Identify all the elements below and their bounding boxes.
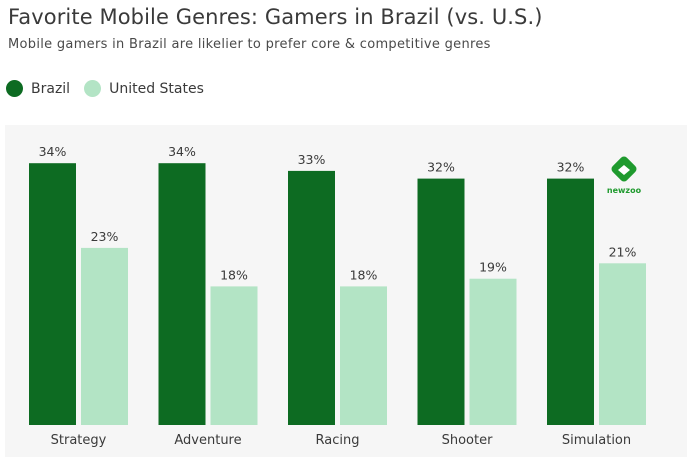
- chart-title: Favorite Mobile Genres: Gamers in Brazil…: [8, 5, 543, 29]
- x-tick-label-racing: Racing: [316, 433, 360, 448]
- data-label-brazil-simulation: 32%: [557, 160, 585, 175]
- bar-united-states-racing: [340, 286, 387, 425]
- data-label-united-states-adventure: 18%: [220, 267, 248, 282]
- x-tick-label-shooter: Shooter: [442, 433, 493, 448]
- legend-item-united-states: United States: [84, 80, 204, 97]
- bar-united-states-adventure: [210, 286, 258, 425]
- bar-brazil-shooter: [417, 178, 465, 425]
- x-tick-label-strategy: Strategy: [51, 433, 107, 448]
- legend-item-brazil: Brazil: [6, 80, 70, 97]
- data-label-united-states-shooter: 19%: [479, 260, 507, 275]
- newzoo-logo-icon: newzoo: [607, 156, 641, 195]
- bar-brazil-strategy: [29, 163, 76, 425]
- bar-united-states-simulation: [599, 263, 646, 425]
- data-label-united-states-strategy: 23%: [91, 229, 119, 244]
- legend: Brazil United States: [6, 80, 218, 97]
- data-label-brazil-shooter: 32%: [427, 160, 455, 175]
- data-label-brazil-adventure: 34%: [168, 144, 196, 159]
- bar-united-states-strategy: [81, 247, 128, 425]
- bar-brazil-simulation: [547, 178, 594, 425]
- legend-label-united-states: United States: [109, 80, 204, 97]
- chart-subtitle: Mobile gamers in Brazil are likelier to …: [8, 37, 491, 52]
- bar-brazil-racing: [288, 170, 335, 425]
- bar-united-states-shooter: [469, 278, 517, 425]
- logo-text: newzoo: [607, 186, 641, 195]
- x-tick-label-simulation: Simulation: [562, 433, 631, 448]
- data-label-brazil-strategy: 34%: [39, 144, 67, 159]
- x-tick-label-adventure: Adventure: [174, 433, 241, 448]
- legend-label-brazil: Brazil: [31, 80, 71, 97]
- data-label-united-states-simulation: 21%: [609, 244, 637, 259]
- legend-swatch-united-states: [84, 80, 102, 97]
- legend-swatch-brazil: [6, 80, 23, 97]
- data-label-united-states-racing: 18%: [350, 267, 378, 282]
- bar-brazil-adventure: [158, 163, 206, 425]
- data-label-brazil-racing: 33%: [298, 152, 326, 167]
